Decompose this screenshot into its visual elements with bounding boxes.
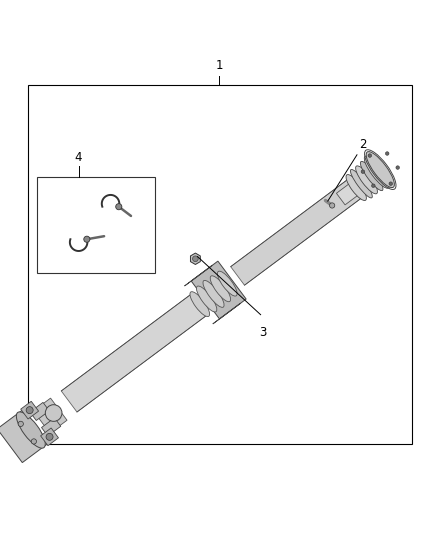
Ellipse shape xyxy=(366,151,394,188)
Polygon shape xyxy=(184,265,212,286)
Polygon shape xyxy=(41,428,59,446)
Ellipse shape xyxy=(346,175,367,200)
Circle shape xyxy=(116,204,122,210)
Polygon shape xyxy=(213,303,240,324)
Circle shape xyxy=(26,407,33,414)
Ellipse shape xyxy=(197,286,217,312)
Circle shape xyxy=(193,256,198,262)
Polygon shape xyxy=(191,253,200,264)
Text: 4: 4 xyxy=(75,150,82,164)
Circle shape xyxy=(385,152,389,155)
Ellipse shape xyxy=(364,156,389,188)
Ellipse shape xyxy=(190,292,210,317)
Text: 2: 2 xyxy=(359,138,367,151)
Ellipse shape xyxy=(360,161,383,191)
Ellipse shape xyxy=(350,169,372,198)
Polygon shape xyxy=(0,409,49,463)
Circle shape xyxy=(361,170,364,173)
Polygon shape xyxy=(42,418,61,436)
Ellipse shape xyxy=(16,412,45,448)
Polygon shape xyxy=(191,261,246,319)
Ellipse shape xyxy=(45,405,62,422)
Polygon shape xyxy=(30,402,49,421)
Circle shape xyxy=(329,203,335,208)
Polygon shape xyxy=(61,294,208,412)
Ellipse shape xyxy=(217,271,237,296)
Bar xyxy=(28,85,412,444)
Circle shape xyxy=(84,236,90,243)
Circle shape xyxy=(371,184,375,188)
Polygon shape xyxy=(231,174,368,285)
Polygon shape xyxy=(336,183,359,205)
Ellipse shape xyxy=(210,276,230,302)
Bar xyxy=(37,177,155,273)
Circle shape xyxy=(389,182,392,185)
Circle shape xyxy=(46,433,53,440)
Circle shape xyxy=(31,439,36,444)
Polygon shape xyxy=(33,398,67,433)
Circle shape xyxy=(368,154,371,157)
Text: 1: 1 xyxy=(215,60,223,72)
Ellipse shape xyxy=(356,166,378,194)
Text: 3: 3 xyxy=(259,326,266,338)
Circle shape xyxy=(396,166,399,169)
Circle shape xyxy=(18,421,23,426)
Polygon shape xyxy=(21,401,39,419)
Ellipse shape xyxy=(203,280,224,308)
